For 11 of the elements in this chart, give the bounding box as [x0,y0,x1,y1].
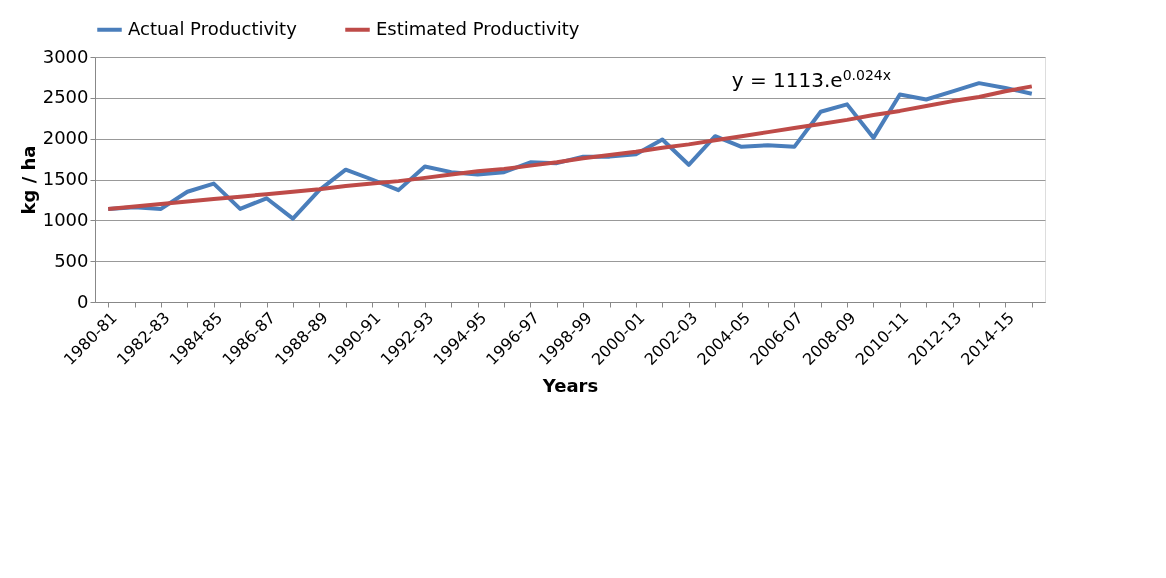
y-tick-label: 2500 [42,86,89,108]
y-tick-label: 2000 [42,127,89,149]
y-tick-label: 0 [77,290,89,312]
x-axis-title: Years [541,375,599,397]
y-tick-label: 1000 [42,208,89,230]
y-tick-label: 500 [54,249,89,271]
y-tick-label: 3000 [42,45,89,67]
y-axis-title: kg / ha [17,145,39,215]
y-tick-label: 1500 [42,168,89,189]
legend-label: Actual Productivity [128,17,298,39]
legend-label: Estimated Productivity [376,17,580,39]
